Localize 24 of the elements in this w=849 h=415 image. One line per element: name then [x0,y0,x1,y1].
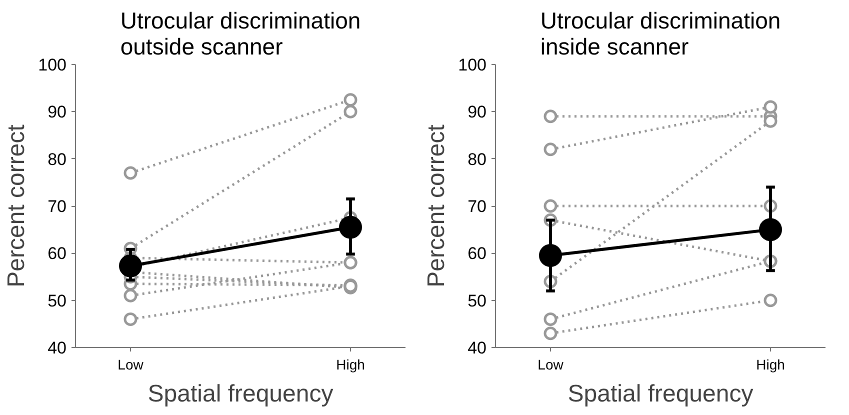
x-tick-label: High [756,356,785,372]
y-tick-label: 90 [468,102,487,122]
y-tick-label: 70 [48,197,67,216]
y-tick-label: 100 [38,56,67,74]
y-tick-label: 50 [48,291,67,310]
y-tick-label: 90 [48,102,67,122]
y-axis-title: Percent correct [3,124,30,288]
y-tick-label: 80 [468,150,487,169]
x-tick-label: Low [538,356,564,372]
y-tick-label: 40 [468,338,487,358]
y-axis-title: Percent correct [423,124,450,288]
x-axis-title: Spatial frequency [568,380,754,408]
x-tick-label: High [336,356,365,372]
x-axis-title: Spatial frequency [148,380,334,408]
y-tick-label: 40 [48,338,67,358]
chart-title: Utrocular discrimination outside scanner [120,8,361,60]
y-tick-label: 80 [48,150,67,169]
y-tick-label: 50 [468,291,487,310]
chart-title: Utrocular discrimination inside scanner [540,8,781,60]
y-tick-label: 70 [468,197,487,216]
x-tick-label: Low [118,356,144,372]
y-tick-label: 100 [458,56,487,74]
y-tick-label: 60 [48,244,67,264]
y-tick-label: 60 [468,244,487,264]
